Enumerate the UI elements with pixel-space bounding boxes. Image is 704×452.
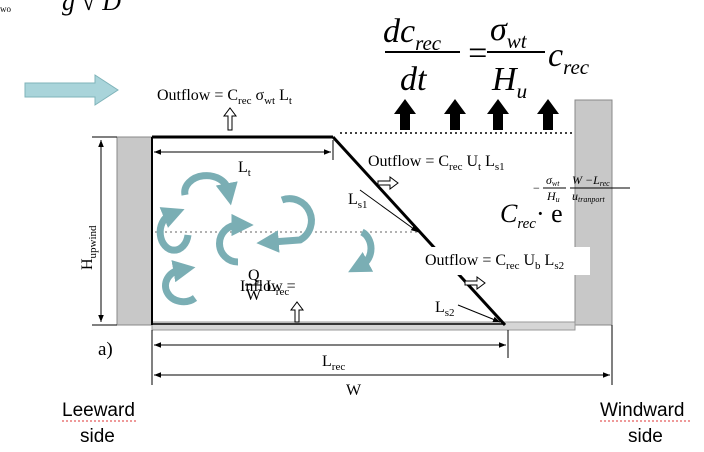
ground bbox=[152, 322, 575, 330]
t: Outflow = C bbox=[157, 87, 238, 104]
sub: s2 bbox=[445, 307, 455, 319]
sub: wt bbox=[264, 95, 275, 107]
sub: rec bbox=[517, 216, 536, 232]
t: Outflow = C bbox=[368, 153, 449, 170]
outflow-label: Outflow = Crec Ut Ls1 bbox=[368, 153, 505, 173]
sub: rec bbox=[600, 179, 610, 188]
eq-part: H bbox=[491, 61, 519, 98]
t: L bbox=[275, 87, 289, 104]
sub: t bbox=[289, 95, 292, 107]
dim-label: Ls1 bbox=[348, 191, 368, 211]
eq-part: dc bbox=[383, 13, 415, 50]
t: C bbox=[500, 199, 518, 228]
t: H bbox=[79, 258, 96, 270]
eq-sub: rec bbox=[563, 55, 590, 79]
eq-part: dcrec bbox=[383, 13, 442, 55]
decay-exp: Hu bbox=[546, 189, 560, 204]
up-arrows bbox=[394, 99, 559, 130]
dim-label: Lt bbox=[238, 159, 251, 179]
sub: tranport bbox=[578, 195, 605, 204]
outflow-label: Outflow = Crec σwt Lt bbox=[157, 87, 292, 107]
eq-part: Hu bbox=[491, 61, 527, 103]
sub: rec bbox=[506, 260, 520, 272]
decay-exp: σwt bbox=[546, 173, 560, 188]
t: L bbox=[322, 353, 332, 370]
sub: rec bbox=[449, 161, 463, 173]
decay-exp: − bbox=[533, 181, 540, 195]
wind-arrow bbox=[25, 75, 118, 105]
left-building bbox=[117, 137, 152, 325]
dim-label: Lrec bbox=[322, 353, 345, 373]
eq-part: σ bbox=[490, 11, 508, 48]
t: W −L bbox=[572, 173, 600, 187]
sub: s2 bbox=[554, 260, 564, 272]
eq-part: crec bbox=[548, 37, 590, 79]
inflow-q: Q bbox=[248, 267, 260, 284]
t: L bbox=[435, 299, 445, 316]
sub: u bbox=[556, 195, 560, 204]
eq-part: = bbox=[466, 35, 489, 72]
dim-label: Ls2 bbox=[435, 299, 455, 319]
sub: rec bbox=[276, 286, 290, 298]
right-building bbox=[575, 100, 612, 325]
diagram: wo g √ D dcrec dt = σwt Hu crec Outflow … bbox=[0, 0, 704, 452]
sub: rec bbox=[332, 361, 346, 373]
fragment: wo bbox=[0, 4, 11, 14]
t: σ bbox=[251, 87, 264, 104]
dim-label: W bbox=[346, 382, 362, 399]
sub: s1 bbox=[358, 199, 368, 211]
eq-sub: wt bbox=[507, 29, 528, 53]
fragment: g √ D bbox=[62, 0, 121, 16]
t: L bbox=[266, 278, 276, 295]
t: U bbox=[462, 153, 478, 170]
eq-sub: u bbox=[517, 79, 528, 103]
panel-label: a) bbox=[98, 339, 113, 360]
t: L bbox=[348, 191, 358, 208]
eq-part: σwt bbox=[490, 11, 528, 53]
sub: t bbox=[248, 167, 251, 179]
t: Outflow = C bbox=[425, 252, 506, 269]
t: L bbox=[541, 252, 555, 269]
sub: rec bbox=[238, 95, 252, 107]
side-label: side bbox=[628, 426, 663, 447]
sub: upwind bbox=[87, 225, 99, 259]
side-label: Leeward bbox=[62, 400, 135, 421]
t: L bbox=[481, 153, 495, 170]
eq-part: dt bbox=[400, 61, 428, 98]
inflow-w: W bbox=[246, 287, 262, 304]
side-label: Windward bbox=[600, 400, 684, 421]
sub: wt bbox=[552, 179, 560, 188]
sub: s1 bbox=[495, 161, 505, 173]
t: L bbox=[238, 159, 248, 176]
eq-sub: rec bbox=[415, 31, 442, 55]
eq-part: c bbox=[548, 37, 563, 74]
side-label: side bbox=[80, 426, 115, 447]
decay-label: Crec· e bbox=[500, 199, 563, 232]
dim-label: Hupwind bbox=[79, 225, 99, 270]
t: U bbox=[519, 252, 535, 269]
